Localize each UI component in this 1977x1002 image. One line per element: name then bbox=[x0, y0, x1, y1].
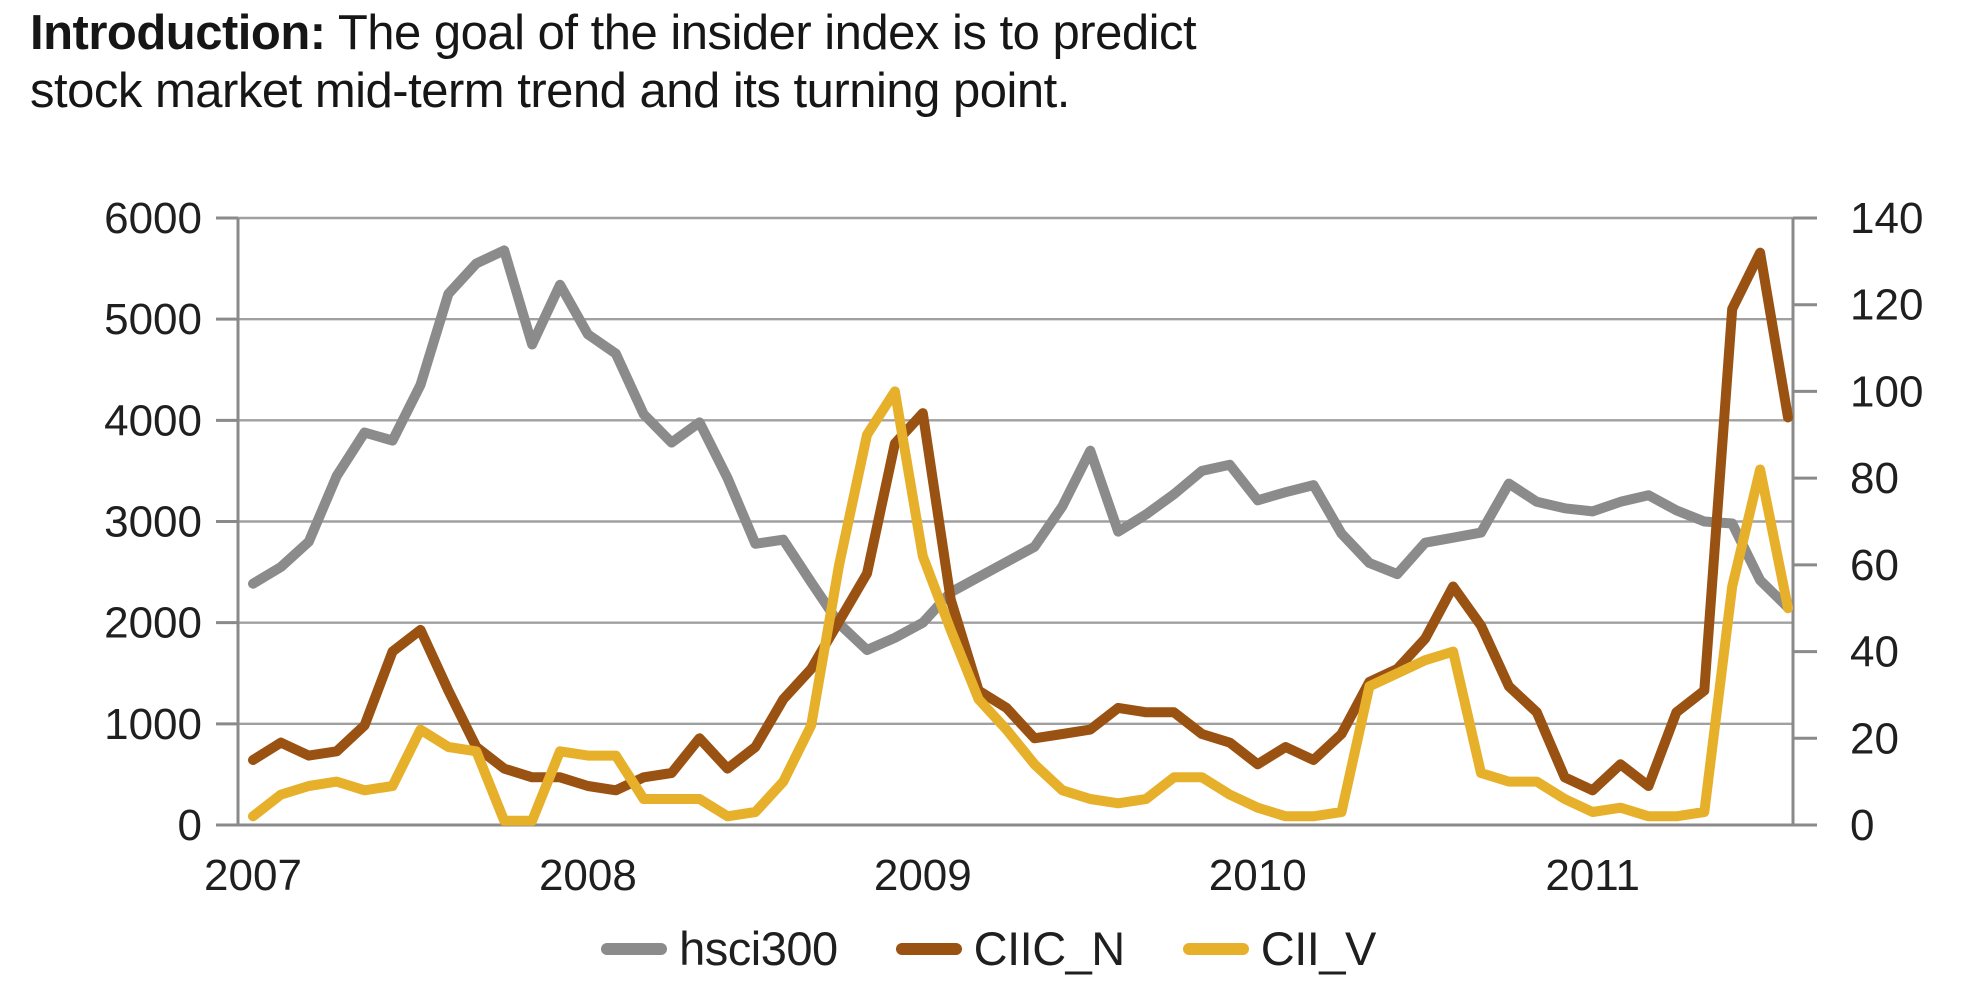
right-axis-label-100: 100 bbox=[1850, 367, 1923, 416]
legend-item-hsci300: hsci300 bbox=[601, 921, 838, 976]
legend-label-hsci300: hsci300 bbox=[679, 922, 838, 975]
legend-label-ciic-n: CIIC_N bbox=[973, 922, 1126, 975]
chart-legend: hsci300 CIIC_N CII_V bbox=[0, 921, 1977, 976]
right-axis-label-0: 0 bbox=[1850, 801, 1874, 850]
left-axis-label-5000: 5000 bbox=[104, 295, 202, 344]
page-title: Introduction: The goal of the insider in… bbox=[30, 4, 1630, 120]
x-axis-label-2009: 2009 bbox=[874, 851, 972, 900]
cii_v-line bbox=[248, 386, 1793, 826]
hsci300-legend-marker-icon bbox=[601, 942, 668, 955]
right-axis-label-60: 60 bbox=[1850, 541, 1899, 590]
left-axis-label-4000: 4000 bbox=[104, 396, 202, 445]
x-axis-label-2010: 2010 bbox=[1209, 851, 1307, 900]
left-axis-label-2000: 2000 bbox=[104, 599, 202, 648]
hsci300-line bbox=[248, 245, 1793, 655]
legend-item-cii-v: CII_V bbox=[1182, 921, 1377, 976]
left-axis-label-6000: 6000 bbox=[104, 194, 202, 243]
left-axis-label-3000: 3000 bbox=[104, 498, 202, 547]
right-axis-label-80: 80 bbox=[1850, 454, 1899, 503]
cii-v-legend-marker-icon bbox=[1182, 942, 1249, 955]
title-line2: stock market mid-term trend and its turn… bbox=[30, 64, 1070, 118]
right-axis-label-40: 40 bbox=[1850, 628, 1899, 677]
left-axis-label-0: 0 bbox=[178, 801, 202, 850]
title-line1-rest: The goal of the insider index is to pred… bbox=[325, 6, 1197, 60]
right-axis-label-140: 140 bbox=[1850, 194, 1923, 243]
ciic_n-line bbox=[248, 247, 1793, 796]
x-axis-label-2007: 2007 bbox=[204, 851, 302, 900]
ciic-n-legend-marker-icon bbox=[895, 942, 962, 955]
legend-label-cii-v: CII_V bbox=[1260, 922, 1377, 975]
title-bold-prefix: Introduction: bbox=[30, 6, 326, 60]
legend-item-ciic-n: CIIC_N bbox=[895, 921, 1126, 976]
left-axis-label-1000: 1000 bbox=[104, 700, 202, 749]
x-axis-label-2011: 2011 bbox=[1545, 851, 1640, 900]
right-axis-label-120: 120 bbox=[1850, 281, 1923, 330]
right-axis-label-20: 20 bbox=[1850, 714, 1899, 763]
x-axis-label-2008: 2008 bbox=[539, 851, 637, 900]
